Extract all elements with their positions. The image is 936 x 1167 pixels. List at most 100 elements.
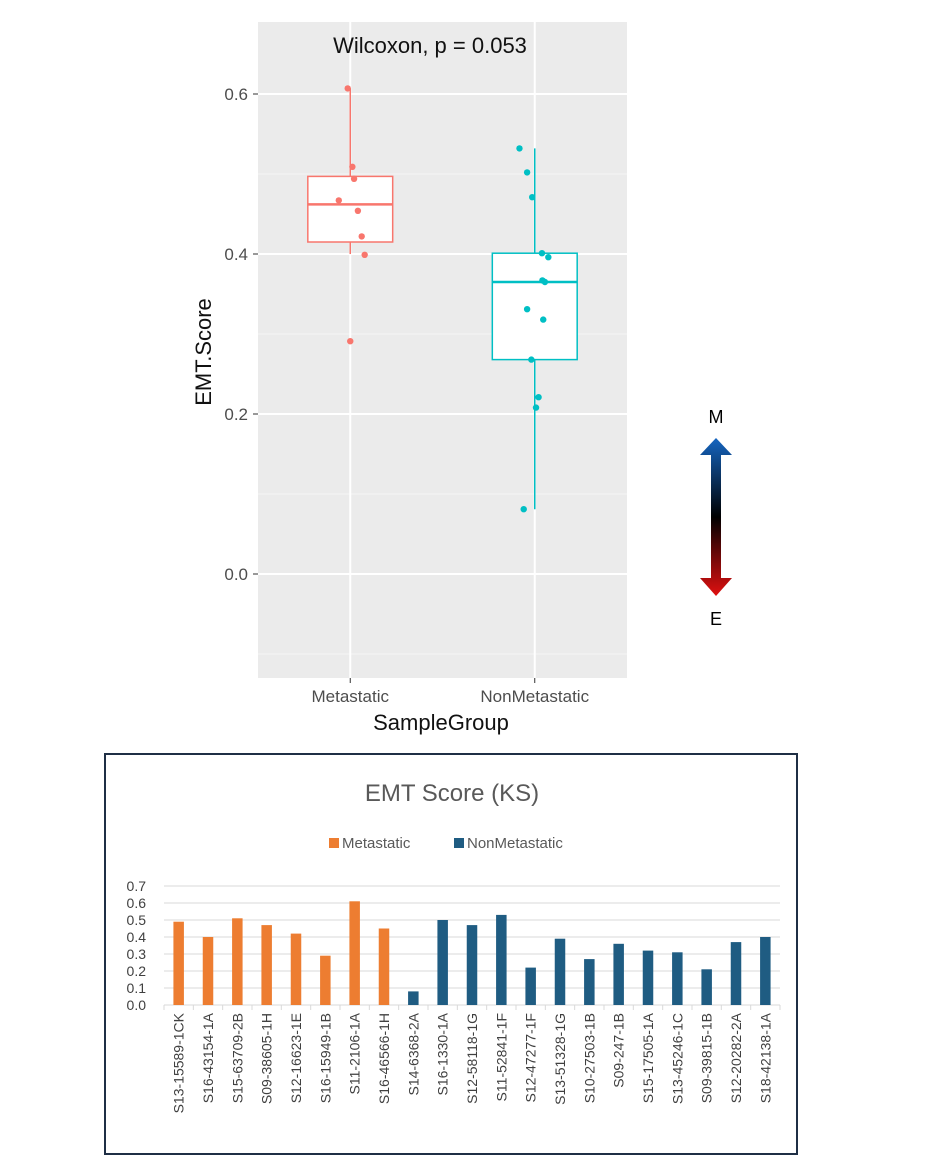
bar-chart-y-ticks: 0.00.10.20.30.40.50.60.7 (127, 878, 147, 1013)
bar (701, 969, 712, 1005)
bar (408, 991, 419, 1005)
boxplot-title: Wilcoxon, p = 0.053 (333, 33, 527, 58)
bar (349, 901, 360, 1005)
bar-chart-y-tick-label: 0.5 (127, 912, 147, 928)
bar-chart-x-tick-label: S12-47277-1F (523, 1013, 539, 1103)
bar (642, 950, 654, 1005)
bar-chart-x-tick-label: S18-42138-1A (757, 1012, 773, 1103)
legend-label-metastatic: Metastatic (342, 835, 411, 852)
bar-chart-y-tick-label: 0.4 (127, 929, 147, 945)
boxplot-data-point (545, 254, 552, 261)
bar-chart-y-tick-label: 0.1 (127, 980, 147, 996)
bar-chart-x-tick-label: S13-45246-1C (669, 1013, 685, 1104)
bar-chart-title: EMT Score (KS) (365, 780, 539, 807)
boxplot-y-tick-label: 0.0 (224, 565, 248, 584)
boxplot-data-point (344, 85, 351, 92)
bar (232, 918, 243, 1005)
m-e-scale-arrow: M E (700, 407, 732, 629)
boxplot-y-ticks: 0.0 0.2 0.4 0.6 (224, 85, 258, 584)
bar-chart-x-tick-label: S14-6368-2A (405, 1012, 421, 1095)
bar-chart-y-tick-label: 0.3 (127, 946, 147, 962)
bar (613, 943, 624, 1005)
boxplot-data-point (358, 233, 365, 240)
bar (320, 955, 331, 1005)
boxplot-box (491, 252, 578, 361)
bar (261, 925, 272, 1005)
bar-chart-y-tick-label: 0.7 (127, 878, 147, 894)
bar-chart-x-tick-label: S11-52841-1F (493, 1013, 509, 1101)
bar-chart-x-tick-label: S15-63709-2B (229, 1013, 245, 1103)
bar (672, 952, 683, 1005)
bar-chart-x-tick-label: S16-46566-1H (376, 1013, 392, 1104)
boxplot-x-ticks: Metastatic NonMetastatic (312, 678, 590, 706)
boxplot-data-point (516, 145, 523, 152)
scale-bottom-label: E (710, 609, 722, 629)
bar-chart-x-tick-label: S10-27503-1B (581, 1013, 597, 1103)
bar-chart-x-tick-label: S13-51328-1G (552, 1013, 568, 1105)
boxplot-y-tick-label: 0.4 (224, 245, 248, 264)
boxplot-data-point (347, 338, 354, 345)
bar-chart-y-tick-label: 0.6 (127, 895, 147, 911)
bar (378, 928, 390, 1005)
bar-chart-x-tick-label: S15-17505-1A (640, 1012, 656, 1103)
bar-chart-frame: EMT Score (KS) Metastatic NonMetastatic … (104, 753, 798, 1155)
boxplot-data-point (540, 316, 547, 323)
bar-chart-x-tick-label: S16-15949-1B (317, 1013, 333, 1103)
bar-chart-x-ticks: S13-15589-1CK S16-43154-1A S15-63709-2B S09… (163, 1005, 781, 1113)
boxplot-x-tick-label: NonMetastatic (480, 687, 589, 706)
boxplot-data-point (349, 163, 356, 170)
bar (496, 914, 507, 1005)
bar (202, 937, 214, 1005)
bar (554, 938, 566, 1005)
boxplot-x-axis-label: SampleGroup (373, 710, 509, 735)
boxplot-data-point (535, 394, 542, 401)
scale-top-label: M (709, 407, 724, 427)
bar-chart-x-tick-label: S12-58118-1G (464, 1013, 480, 1104)
boxplot-y-tick-label: 0.6 (224, 85, 248, 104)
bar (466, 925, 478, 1005)
bar (525, 967, 536, 1005)
legend-swatch-nonmetastatic (454, 838, 464, 848)
bar-chart-legend: Metastatic NonMetastatic (329, 835, 563, 852)
boxplot-data-point (361, 251, 368, 258)
boxplot-data-point (529, 194, 536, 201)
boxplot-data-point (520, 506, 527, 513)
boxplot-data-point (335, 197, 342, 204)
bar-chart-x-tick-label: S12-16623-1E (288, 1013, 304, 1103)
boxplot-data-point (538, 250, 546, 257)
bar-chart-x-tick-label: S11-2106-1A (347, 1012, 363, 1094)
bar (290, 933, 302, 1005)
bar-chart: EMT Score (KS) Metastatic NonMetastatic … (127, 780, 781, 1113)
bar (173, 921, 184, 1005)
boxplot-data-point (541, 278, 549, 286)
boxplot-data-point (528, 356, 535, 363)
bar (437, 920, 448, 1005)
bar-chart-x-tick-label: S12-20282-2A (728, 1012, 744, 1103)
bar-chart-y-tick-label: 0.0 (127, 997, 147, 1013)
bar-chart-x-tick-label: S09-247-1B (611, 1013, 627, 1088)
boxplot-x-tick-label: Metastatic (312, 687, 390, 706)
boxplot-data-point (354, 207, 362, 214)
bar-chart-x-tick-label: S09-38605-1H (259, 1013, 275, 1104)
bar-chart-y-tick-label: 0.2 (127, 963, 147, 979)
bar-chart-bars (173, 901, 771, 1005)
boxplot-y-tick-label: 0.2 (224, 405, 248, 424)
boxplot-data-point (532, 404, 540, 411)
bar-chart-x-tick-label: S13-15589-1CK (171, 1012, 187, 1113)
boxplot-points (335, 85, 552, 513)
legend-swatch-metastatic (329, 838, 339, 848)
bar-chart-x-tick-label: S09-39815-1B (699, 1013, 715, 1103)
boxplot-data-point (523, 306, 531, 313)
bar-chart-x-tick-label: S16-43154-1A (200, 1012, 216, 1103)
boxplot-data-point (523, 169, 531, 176)
boxplot-data-point (350, 175, 358, 182)
boxplot-box (307, 175, 394, 243)
boxplot-y-axis-label: EMT.Score (191, 298, 216, 406)
scale-arrow-shape (700, 438, 732, 596)
boxplot-boxes (307, 88, 578, 510)
bar (760, 937, 771, 1005)
bar (730, 942, 742, 1005)
legend-label-nonmetastatic: NonMetastatic (467, 835, 563, 852)
bar (584, 959, 595, 1005)
boxplot-chart: Wilcoxon, p = 0.053 0.0 0.2 0.4 0.6 Metasta… (191, 22, 732, 735)
